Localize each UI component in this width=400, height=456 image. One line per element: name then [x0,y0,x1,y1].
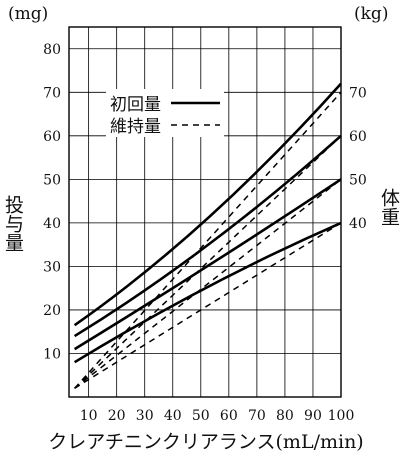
x-tick-label: 70 [248,408,266,424]
right-axis-label: 体重 [378,188,400,226]
x-tick-label: 60 [220,408,238,424]
legend: 初回量 維持量 [106,89,224,137]
x-tick-label: 20 [108,408,126,424]
y-tick-label: 80 [43,42,61,58]
legend-background [106,89,224,137]
x-tick-label: 90 [304,408,322,424]
maintenance-dose-line-40kg [74,222,342,389]
y-tick-label: 10 [43,346,61,362]
y-tick-label: 40 [43,216,61,232]
tick-labels: 10 20 30 40 50 60 70 80 90 100 10 20 30 40 50 60 70 80 40 5… [43,42,367,424]
x-tick-label: 100 [328,408,355,424]
maintenance-dose-line-70kg [74,91,342,389]
x-tick-label: 30 [136,408,154,424]
x-tick-label: 10 [80,408,98,424]
y-tick-label: 50 [43,172,61,188]
right-tick-label: 70 [349,85,367,101]
series-lines [73,82,342,389]
maintenance-dose-line-50kg [74,178,342,389]
x-tick-label: 50 [192,408,210,424]
maintenance-dose-line-60kg [74,135,342,389]
y-tick-label: 60 [43,129,61,145]
right-tick-label: 40 [349,216,367,232]
y-tick-label: 70 [43,85,61,101]
legend-label-initial: 初回量 [110,95,161,115]
y-tick-label: 20 [43,303,61,319]
left-axis-label: 投与量 [2,195,24,252]
initial-dose-line-70kg [73,82,342,327]
initial-dose-line-40kg [73,221,342,364]
left-unit-label: (mg) [8,4,48,24]
right-unit-label: (kg) [354,4,388,24]
x-tick-label: 80 [276,408,294,424]
legend-label-maintenance: 維持量 [110,117,161,137]
initial-dose-line-50kg [73,178,342,351]
plot-frame [68,26,342,398]
y-tick-label: 30 [43,259,61,275]
initial-dose-line-60kg [73,134,342,338]
right-tick-label: 60 [349,129,367,145]
right-tick-label: 50 [349,172,367,188]
x-axis-label: クレアチニンクリアランス(mL/min) [48,431,363,453]
x-tick-label: 40 [164,408,182,424]
